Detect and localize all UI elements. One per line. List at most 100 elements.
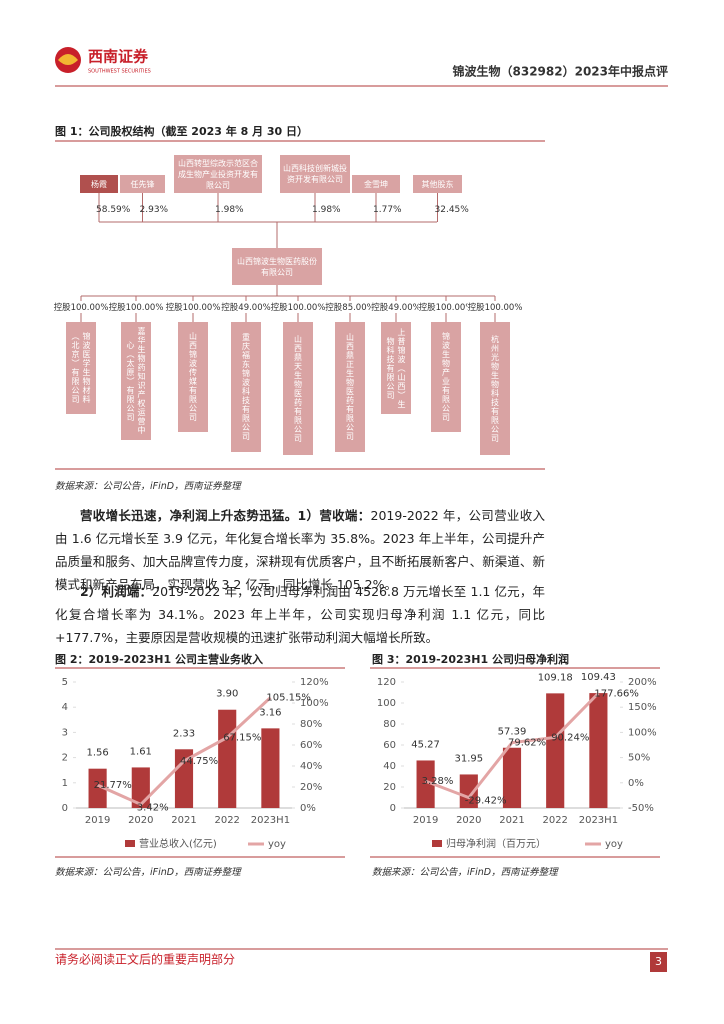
shareholder-box: 山西转型综改示范区合成生物产业投资开发有限公司 (174, 155, 262, 193)
subsidiary-box: 锦波生物产业有限公司 (431, 322, 461, 432)
data-label: 3.28% (422, 776, 454, 787)
bar (261, 728, 280, 808)
page-number: 3 (655, 955, 662, 968)
y-tick-label: 2 (62, 753, 68, 764)
share-label: 2.93% (139, 205, 169, 215)
y-tick-label: 40 (383, 761, 396, 772)
data-label: -29.42% (465, 796, 507, 807)
data-label: 79.62% (508, 738, 546, 749)
line (96, 696, 272, 807)
bar (589, 693, 608, 808)
data-label: 105.15% (266, 693, 311, 704)
legend-label: yoy (605, 839, 623, 850)
y2-tick-label: 80% (300, 719, 322, 730)
logo-swirl (58, 54, 78, 65)
subsidiary-box: 山西鼎天生物医药有限公司 (283, 322, 313, 455)
subsidiary-box: 杭州光物生物科技有限公司 (480, 322, 510, 455)
legend-label: 营业总收入(亿元) (139, 837, 217, 850)
figure-source: 数据来源：公司公告，iFinD，西南证券整理 (372, 867, 558, 878)
subsidiary-box: 山西鼎正生物医药有限公司 (335, 322, 365, 452)
company-box: 山西锦波生物医药股份有限公司 (232, 248, 322, 285)
bar (546, 693, 565, 808)
share-label: 58.59% (96, 205, 131, 215)
y2-tick-label: 50% (628, 753, 650, 764)
bar (218, 709, 237, 808)
x-tick-label: 2023H1 (579, 815, 618, 826)
bar (416, 760, 435, 808)
x-tick-label: 2022 (542, 815, 567, 826)
y-tick-label: 0 (62, 803, 68, 814)
x-tick-label: 2023H1 (251, 815, 290, 826)
y2-tick-label: 20% (300, 782, 322, 793)
shareholder-box: 金雪坤 (352, 175, 400, 193)
logo-name: 西南证券 (88, 48, 149, 66)
line (425, 692, 600, 800)
subsidiary-box: 锦波医学生物材料（北京）有限公司 (66, 322, 96, 414)
data-label: 57.39 (498, 727, 527, 738)
paragraph: 营收增长迅速，净利润上升态势迅猛。1）营收端：2019-2022 年，公司营业收… (55, 504, 545, 596)
shareholder-box: 任先锋 (120, 175, 165, 193)
data-label: 44.75% (180, 756, 218, 767)
y2-tick-label: 100% (628, 727, 657, 738)
data-label: 177.66% (594, 688, 639, 699)
share-label: 1.77% (373, 205, 402, 215)
page-badge (650, 952, 667, 972)
data-label: 109.18 (538, 672, 573, 683)
shareholder-box: 其他股东 (413, 175, 462, 193)
data-label: 31.95 (454, 753, 483, 764)
y2-tick-label: 0% (628, 778, 644, 789)
paragraph-lead: 营收增长迅速，净利润上升态势迅猛。1）营收端： (80, 508, 371, 523)
y2-tick-label: 120% (300, 677, 329, 688)
y-tick-label: 60 (383, 740, 396, 751)
x-tick-label: 2021 (499, 815, 524, 826)
y2-tick-label: 0% (300, 803, 316, 814)
paragraph: 2）利润端：2019-2022 年，公司归母净利润由 4526.8 万元增长至 … (55, 580, 545, 649)
x-tick-label: 2020 (128, 815, 153, 826)
logo-subtitle: SOUTHWEST SECURITIES (88, 69, 151, 75)
data-label: 1.61 (130, 746, 152, 757)
legend-swatch (125, 840, 135, 847)
data-label: 21.77% (94, 780, 132, 791)
legend-label: yoy (268, 839, 286, 850)
stake-label: 控股85.00% (325, 301, 375, 313)
data-label: 2.33 (173, 728, 195, 739)
subsidiary-box: 上普锦波（山西）生物科技有限公司 (381, 322, 411, 414)
y2-tick-label: 200% (628, 677, 657, 688)
x-tick-label: 2020 (456, 815, 481, 826)
data-label: 90.24% (551, 732, 589, 743)
figure-title: 图 1：公司股权结构（截至 2023 年 8 月 30 日） (55, 125, 309, 138)
paragraph-lead: 2）利润端： (80, 584, 153, 599)
y2-tick-label: 150% (628, 702, 657, 713)
stake-label: 控股100.00% (467, 301, 523, 313)
share-label: 1.98% (312, 205, 341, 215)
stake-label: 控股100.00% (53, 301, 109, 313)
figure-source: 数据来源：公司公告，iFinD，西南证券整理 (55, 867, 241, 878)
bar (502, 747, 522, 808)
paragraph-text: 2019-2022 年，公司归母净利润由 4526.8 万元增长至 1.1 亿元… (55, 584, 545, 645)
data-label: 3.16 (259, 707, 281, 718)
share-label: 1.98% (215, 205, 244, 215)
shareholder-box: 山西科技创新城投资开发有限公司 (280, 155, 350, 193)
x-tick-label: 2019 (413, 815, 438, 826)
share-label: 32.45% (434, 205, 469, 215)
stake-label: 控股49.00% (371, 301, 421, 313)
data-label: 109.43 (581, 672, 616, 683)
y-tick-label: 0 (390, 803, 396, 814)
data-label: 1.56 (86, 748, 108, 759)
x-tick-label: 2022 (214, 815, 239, 826)
data-label: 45.27 (411, 739, 440, 750)
subsidiary-box: 重庆福东锦波科技有限公司 (231, 322, 261, 452)
subsidiary-box: 嘉华生物药知识产权运营中心（太原）有限公司 (121, 322, 151, 440)
shareholder-box: 杨霞 (80, 175, 118, 193)
y2-tick-label: 100% (300, 698, 329, 709)
figure-title: 图 2：2019-2023H1 公司主营业务收入 (55, 653, 263, 666)
stake-label: 控股100.00% (165, 301, 221, 313)
y-tick-label: 4 (62, 702, 68, 713)
stake-label: 控股100.00% (418, 301, 474, 313)
data-label: 3.42% (137, 802, 169, 813)
x-tick-label: 2019 (85, 815, 110, 826)
y-tick-label: 3 (62, 727, 68, 738)
paragraph-text: 2019-2022 年，公司营业收入由 1.6 亿元增长至 3.9 亿元，年化复… (55, 508, 545, 592)
